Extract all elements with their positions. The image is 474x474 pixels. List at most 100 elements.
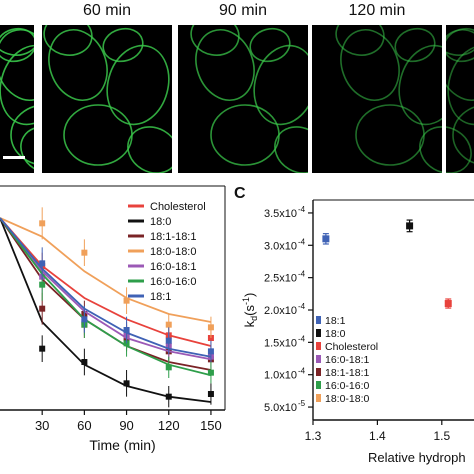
series-curve	[0, 217, 212, 361]
data-point	[81, 316, 88, 323]
data-point	[444, 300, 452, 308]
cell-outline	[446, 29, 474, 101]
cell-outline	[195, 29, 255, 101]
y-tick-label: 2.5x10	[264, 273, 297, 285]
y-tick-label: 1.0x10	[264, 370, 297, 382]
data-point	[207, 324, 214, 331]
x-axis-label: Time (min)	[89, 437, 155, 453]
y-tick-label: 3.0x10	[264, 240, 297, 252]
y-tick-label: 2.0x10	[264, 305, 297, 317]
legend-swatch	[316, 316, 321, 324]
cell-outline	[0, 44, 34, 126]
cell-outline	[355, 104, 425, 166]
data-point	[207, 348, 214, 355]
legend-entry: 16:0-16:0	[150, 276, 196, 288]
legend-entry: 16:0-18:1	[325, 354, 370, 366]
cell-outline	[274, 126, 308, 173]
cell-outline	[394, 27, 436, 63]
cell-outline	[340, 29, 400, 101]
cell-outline	[335, 25, 385, 56]
x-tick-label: 30	[35, 418, 49, 433]
data-point	[39, 220, 46, 227]
legend-entry: Cholesterol	[325, 341, 378, 353]
cell-outline	[398, 44, 442, 126]
y-tick-exponent: -4	[298, 237, 306, 246]
data-point	[165, 364, 172, 371]
data-point	[322, 235, 330, 243]
cell-outline	[106, 44, 170, 126]
panel-c-letter: C	[234, 185, 246, 202]
cell-outline	[249, 27, 291, 63]
cell-outline	[452, 106, 474, 164]
data-point	[207, 391, 214, 397]
cell-outline	[43, 25, 93, 56]
x-tick-label: 1.5	[433, 429, 450, 443]
y-tick-label: 5.0x10	[264, 402, 297, 414]
decay-curve-chart: 30 60 90 120 150 Time (min) Cholesterol 18:0 18:…	[0, 185, 226, 453]
y-tick-exponent: -4	[298, 302, 306, 311]
legend-swatch	[316, 342, 321, 350]
legend-swatch	[316, 381, 321, 389]
y-tick-exponent: -5	[298, 399, 306, 408]
data-point	[165, 321, 172, 328]
data-point	[39, 260, 46, 267]
y-tick-exponent: -4	[298, 205, 306, 214]
data-point	[39, 345, 46, 352]
series-curve	[0, 217, 212, 347]
x-tick-label: 150	[200, 418, 222, 433]
legend-entry: 16:0-16:0	[325, 380, 370, 392]
scale-bar	[3, 156, 25, 159]
kd-hydrophobicity-chart: 5.0x10 -51.0x10 -41.5x10 -42.0x10 -42.5x10 -4…	[241, 199, 474, 465]
data-point	[406, 222, 414, 230]
cell-outline	[0, 27, 34, 63]
cell-outline	[190, 25, 240, 56]
series-curve	[0, 217, 212, 403]
microscopy-panel	[312, 25, 442, 173]
legend-entry: 18:0-18:0	[150, 246, 196, 258]
x-tick-label: 90	[119, 418, 133, 433]
data-point	[81, 359, 88, 365]
cell-outline	[0, 25, 34, 56]
cell-outline	[102, 27, 144, 63]
legend-entry: 18:0	[150, 216, 171, 228]
panel-time-label: 120 min	[348, 2, 406, 19]
cell-outline	[253, 44, 308, 126]
microscopy-panel	[42, 25, 172, 173]
panel-time-label: 90 min	[218, 2, 268, 19]
legend-entry: 18:1-18:1	[325, 367, 370, 379]
y-tick-exponent: -4	[298, 334, 306, 343]
cell-outline	[20, 126, 34, 173]
svg-text:kd(s-1): kd(s-1)	[241, 293, 259, 328]
legend-swatch	[316, 355, 321, 363]
y-tick-exponent: -4	[298, 270, 306, 279]
legend-swatch	[316, 329, 321, 337]
panel-time-label: 60 min	[82, 2, 132, 19]
cell-outline	[446, 126, 472, 173]
microscopy-panel	[178, 25, 308, 173]
data-point	[165, 393, 172, 400]
legend-entry: 16:0-18:1	[150, 261, 196, 273]
data-point	[123, 327, 130, 333]
cell-outline	[127, 126, 172, 173]
cell-outline	[0, 29, 34, 101]
x-tick-label: 1.4	[369, 429, 386, 443]
series-curve	[0, 217, 212, 358]
legend-entry: 18:1-18:1	[150, 231, 196, 243]
data-point	[39, 305, 46, 312]
data-point	[123, 297, 130, 304]
cell-outline	[419, 126, 442, 173]
series-curve	[0, 217, 212, 377]
cell-outline	[48, 29, 108, 101]
legend-entry: Cholesterol	[150, 201, 206, 213]
x-axis-label: Relative hydroph	[368, 450, 466, 465]
x-tick-label: 60	[77, 418, 91, 433]
legend-entry: 18:1	[325, 315, 346, 327]
data-point	[165, 337, 172, 344]
y-tick-label: 1.5x10	[264, 337, 297, 349]
cell-outline	[446, 25, 474, 56]
x-tick-label: 1.3	[305, 429, 322, 443]
data-point	[207, 369, 214, 376]
legend-entry: 18:1	[150, 291, 171, 303]
cell-outline	[63, 104, 133, 166]
legend-swatch	[316, 394, 321, 402]
